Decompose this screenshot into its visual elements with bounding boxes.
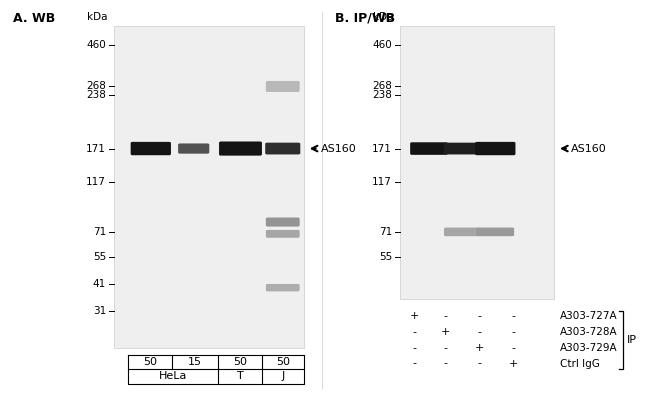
Text: -: -: [478, 358, 482, 369]
Text: J: J: [281, 371, 285, 382]
Text: -: -: [512, 327, 515, 337]
Text: AS160: AS160: [320, 143, 356, 154]
Text: kDa: kDa: [86, 12, 107, 22]
Text: 268: 268: [372, 81, 392, 91]
Text: 71: 71: [379, 227, 392, 237]
Text: IP: IP: [627, 335, 637, 345]
Text: A303-729A: A303-729A: [560, 343, 618, 353]
Text: 55: 55: [93, 252, 106, 263]
Text: -: -: [444, 343, 448, 353]
Bar: [114, 26, 304, 348]
FancyBboxPatch shape: [476, 228, 514, 236]
Text: 55: 55: [379, 252, 392, 263]
Text: -: -: [444, 311, 448, 321]
Text: -: -: [444, 358, 448, 369]
Text: +: +: [441, 327, 450, 337]
FancyBboxPatch shape: [131, 142, 171, 155]
Text: 50: 50: [143, 357, 157, 367]
Text: +: +: [410, 311, 419, 321]
Text: 15: 15: [188, 357, 202, 367]
Text: -: -: [478, 311, 482, 321]
FancyBboxPatch shape: [266, 81, 300, 92]
Text: A303-728A: A303-728A: [560, 327, 618, 337]
Text: 268: 268: [86, 81, 106, 91]
FancyBboxPatch shape: [265, 143, 300, 154]
Text: -: -: [412, 343, 416, 353]
FancyBboxPatch shape: [444, 228, 479, 236]
Text: 50: 50: [233, 357, 247, 367]
Text: 460: 460: [86, 40, 106, 50]
Text: +: +: [475, 343, 484, 353]
Text: HeLa: HeLa: [159, 371, 187, 382]
FancyBboxPatch shape: [266, 284, 300, 292]
Text: 41: 41: [93, 279, 106, 289]
Text: T: T: [237, 371, 244, 382]
FancyBboxPatch shape: [266, 217, 300, 226]
Text: 31: 31: [93, 306, 106, 316]
Text: A303-727A: A303-727A: [560, 311, 618, 321]
FancyBboxPatch shape: [410, 142, 448, 155]
Text: 50: 50: [276, 357, 290, 367]
Text: 238: 238: [86, 90, 106, 101]
Text: 238: 238: [372, 90, 392, 101]
FancyBboxPatch shape: [178, 143, 209, 154]
Text: -: -: [512, 343, 515, 353]
FancyBboxPatch shape: [475, 142, 515, 155]
FancyBboxPatch shape: [266, 230, 300, 238]
Text: -: -: [412, 358, 416, 369]
Text: 171: 171: [372, 143, 392, 154]
Text: +: +: [509, 358, 518, 369]
Text: Ctrl IgG: Ctrl IgG: [560, 358, 600, 369]
Text: 71: 71: [93, 227, 106, 237]
Text: 171: 171: [86, 143, 106, 154]
Text: B. IP/WB: B. IP/WB: [335, 12, 395, 25]
Text: 460: 460: [372, 40, 392, 50]
Bar: [400, 26, 554, 299]
FancyBboxPatch shape: [444, 143, 479, 154]
Text: 117: 117: [372, 176, 392, 187]
Text: A. WB: A. WB: [13, 12, 55, 25]
FancyBboxPatch shape: [219, 141, 262, 156]
Text: -: -: [512, 311, 515, 321]
Text: AS160: AS160: [571, 143, 606, 154]
Text: kDa: kDa: [372, 12, 393, 22]
Text: 117: 117: [86, 176, 106, 187]
Text: -: -: [412, 327, 416, 337]
Text: -: -: [478, 327, 482, 337]
